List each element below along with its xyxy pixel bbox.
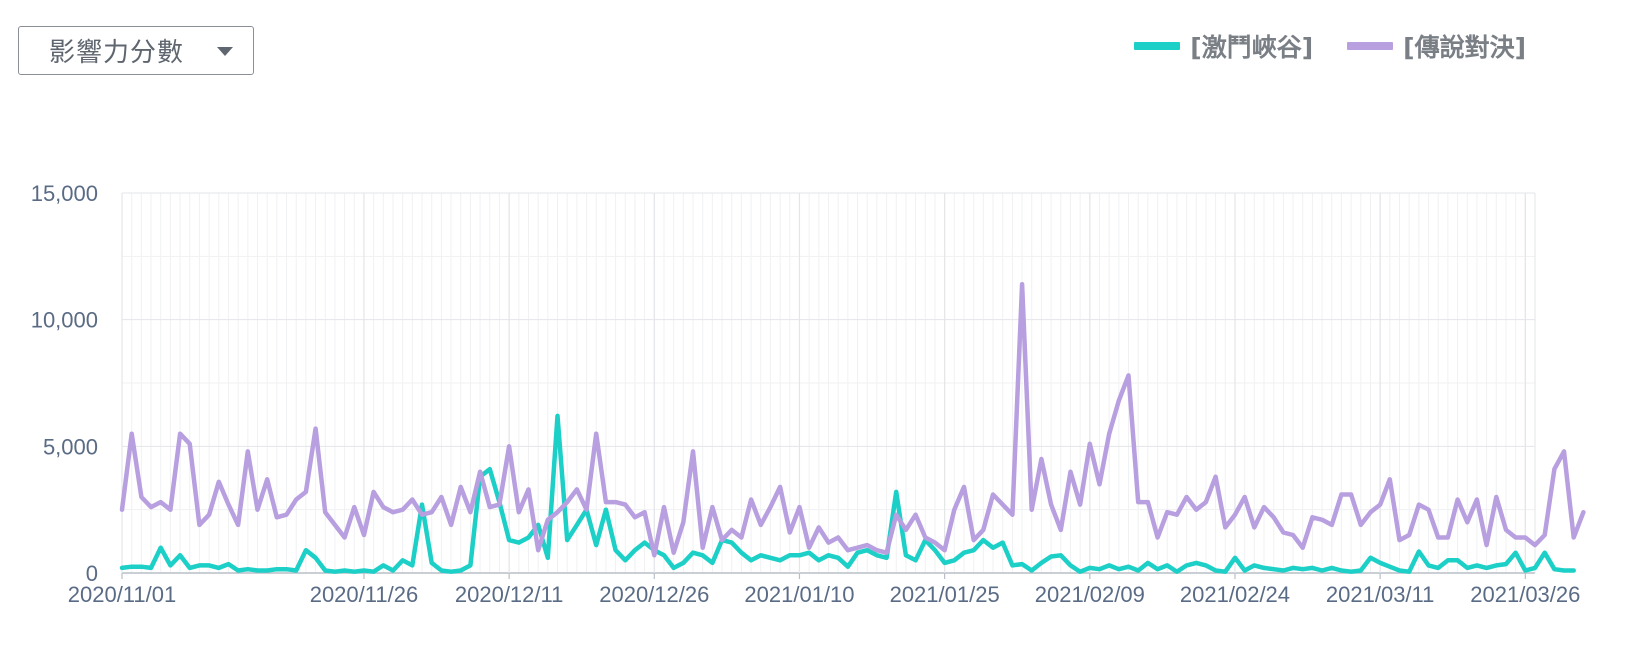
legend-swatch-teal	[1134, 42, 1181, 50]
legend-label-series-1: [激鬥峽谷]	[1190, 33, 1314, 62]
x-tick-label: 2021/02/09	[1035, 582, 1145, 607]
metric-dropdown[interactable]: 影響力分數	[18, 26, 254, 75]
series-lines	[119, 281, 1586, 574]
y-tick-label: 0	[86, 561, 98, 586]
y-tick-label: 15,000	[31, 181, 98, 206]
x-axis: 2020/11/01 2020/11/26 2020/12/11 2020/12/26…	[68, 573, 1580, 607]
series-line-1	[119, 413, 1576, 574]
series-line-2	[119, 281, 1586, 558]
y-tick-label: 10,000	[31, 308, 98, 333]
x-tick-label: 2021/01/25	[890, 582, 1000, 607]
x-tick-label: 2020/11/26	[310, 582, 418, 607]
x-tick-label: 2020/12/26	[599, 582, 709, 607]
metric-dropdown-label: 影響力分數	[49, 38, 185, 68]
x-tick-label: 2020/12/11	[455, 582, 563, 607]
x-tick-label: 2020/11/01	[68, 582, 176, 607]
legend-item-series-1[interactable]: [激鬥峽谷]	[1134, 28, 1313, 64]
x-tick-label: 2021/03/11	[1326, 582, 1434, 607]
y-axis: 0 5,000 10,000 15,000	[31, 181, 98, 586]
x-tick-label: 2021/01/10	[744, 582, 854, 607]
chart-legend: [激鬥峽谷] [傳說對決]	[1134, 28, 1526, 64]
legend-swatch-purple	[1347, 42, 1394, 50]
caret-down-icon	[217, 47, 233, 56]
legend-item-series-2[interactable]: [傳說對決]	[1347, 28, 1526, 64]
x-tick-label: 2021/02/24	[1180, 582, 1290, 607]
y-tick-label: 5,000	[43, 434, 98, 459]
minor-gridlines	[121, 193, 1536, 573]
legend-label-series-2: [傳說對決]	[1403, 33, 1526, 62]
x-tick-label: 2021/03/26	[1470, 582, 1580, 607]
